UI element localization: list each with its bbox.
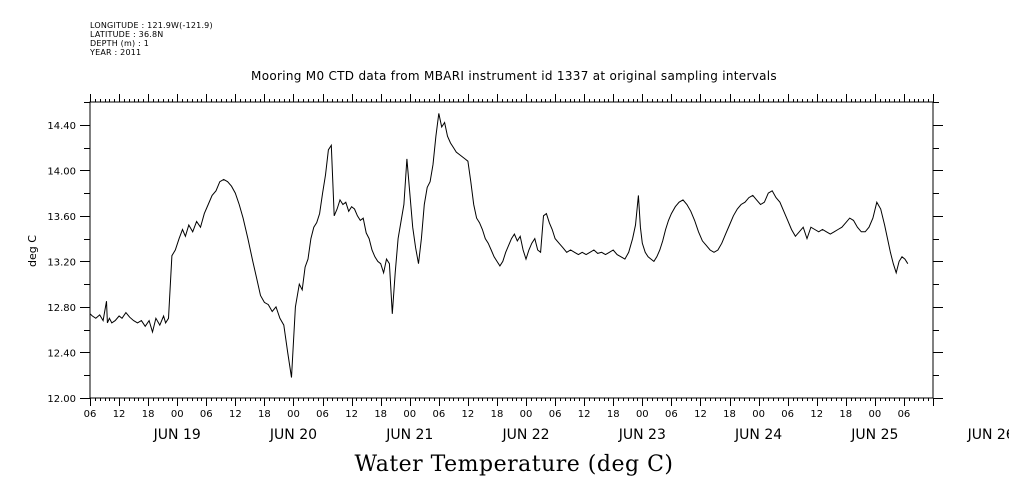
x-day-label: JUN 19 <box>153 427 201 443</box>
y-tick-label: 14.40 <box>47 121 76 132</box>
x-tick-label: 18 <box>374 409 387 420</box>
x-tick-label: 12 <box>345 409 358 420</box>
y-tick-label: 12.00 <box>47 394 76 405</box>
x-tick-label: 12 <box>113 409 126 420</box>
x-tick-label: 12 <box>229 409 242 420</box>
x-tick-label: 00 <box>287 409 300 420</box>
x-tick-label: 00 <box>752 409 765 420</box>
x-day-label: JUN 20 <box>269 427 317 443</box>
x-tick-label: 00 <box>403 409 416 420</box>
x-tick-label: 06 <box>200 409 213 420</box>
series-line <box>89 113 909 378</box>
x-tick-label: 12 <box>462 409 475 420</box>
x-day-label: JUN 24 <box>734 427 782 443</box>
x-day-label: JUN 26 <box>967 427 1009 443</box>
x-tick-label: 12 <box>578 409 591 420</box>
x-tick-label: 00 <box>636 409 649 420</box>
x-tick-label: 06 <box>316 409 329 420</box>
x-tick-label: 18 <box>839 409 852 420</box>
x-tick-label: 12 <box>694 409 707 420</box>
chart-title: Mooring M0 CTD data from MBARI instrumen… <box>251 69 777 83</box>
plot-axes: 06 12 18 00 06 12 18 00 06 12 18 00 06 12 18 00 06 12 18 00… <box>47 94 1009 443</box>
x-tick-label: 18 <box>142 409 155 420</box>
x-day-label: JUN 25 <box>850 427 898 443</box>
x-day-label: JUN 23 <box>618 427 666 443</box>
x-tick-label: 12 <box>810 409 823 420</box>
x-day-label: JUN 22 <box>501 427 549 443</box>
chart-bottom-title: Water Temperature (deg C) <box>354 452 674 477</box>
x-tick-label: 18 <box>258 409 271 420</box>
y-tick-label: 13.20 <box>47 257 76 268</box>
x-tick-label: 00 <box>520 409 533 420</box>
latitude-text: LATITUDE : 36.8N <box>90 30 164 39</box>
x-tick-label: 18 <box>491 409 504 420</box>
x-day-label: JUN 21 <box>385 427 433 443</box>
plot-frame <box>89 101 934 399</box>
y-tick-label: 13.60 <box>47 212 76 223</box>
x-tick-label: 06 <box>432 409 445 420</box>
longitude-text: LONGITUDE : 121.9W(-121.9) <box>90 21 213 30</box>
y-tick-label: 14.00 <box>47 166 76 177</box>
x-tick-label: 06 <box>549 409 562 420</box>
depth-text: DEPTH (m) : 1 <box>90 39 149 48</box>
x-tick-label: 18 <box>607 409 620 420</box>
y-axis-label: deg C <box>26 235 39 267</box>
y-tick-label: 12.80 <box>47 303 76 314</box>
x-tick-label: 18 <box>723 409 736 420</box>
x-tick-label: 06 <box>781 409 794 420</box>
x-tick-label: 06 <box>84 409 97 420</box>
x-tick-label: 00 <box>171 409 184 420</box>
x-tick-label: 00 <box>868 409 881 420</box>
year-text: YEAR : 2011 <box>90 48 142 57</box>
x-tick-label: 06 <box>665 409 678 420</box>
y-tick-label: 12.40 <box>47 348 76 359</box>
metadata-block: LONGITUDE : 121.9W(-121.9) LATITUDE : 36… <box>90 21 213 57</box>
x-tick-label: 06 <box>898 409 911 420</box>
